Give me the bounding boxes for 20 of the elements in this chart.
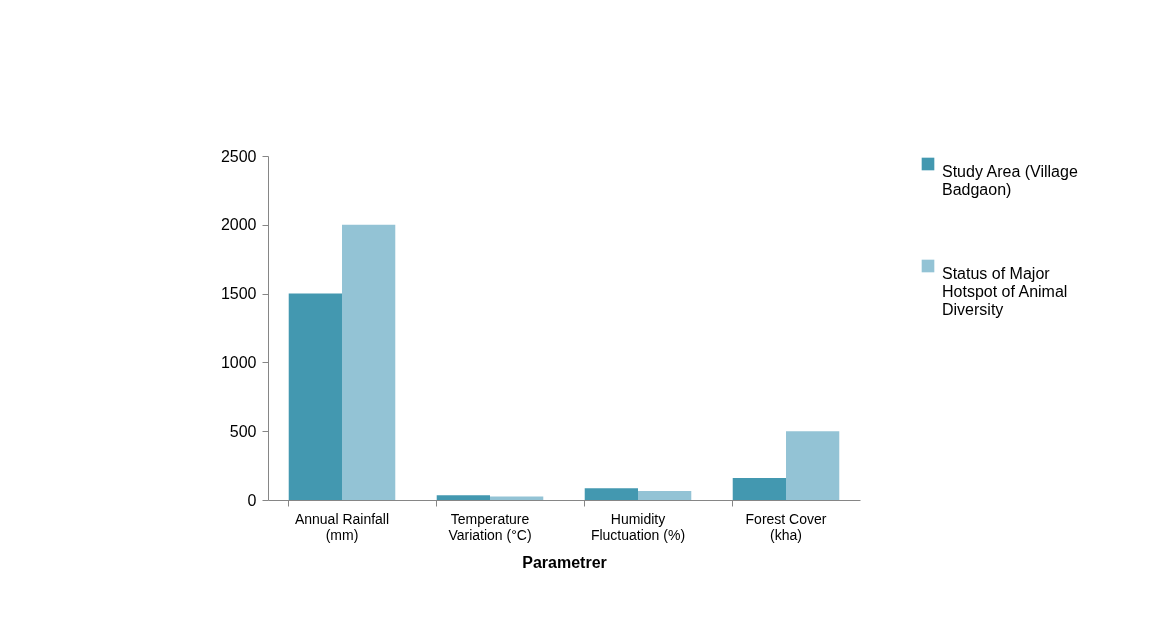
bar <box>732 477 786 500</box>
y-tick-label: 1500 <box>220 285 257 303</box>
bar <box>342 224 396 500</box>
x-tick-label: Temperature Variation (°C) <box>448 510 532 543</box>
bar <box>288 293 342 500</box>
x-tick-label: Humidity Fluctuation (%) <box>590 510 686 543</box>
bar <box>584 488 638 500</box>
legend-label: Study Area (Village Badgaon) <box>942 163 1078 198</box>
y-tick-label: 2500 <box>220 147 257 165</box>
bar <box>638 491 692 500</box>
bar <box>436 495 490 500</box>
bar <box>786 431 840 500</box>
x-axis-title: Parametrer <box>522 553 607 571</box>
y-tick-label: 2000 <box>220 216 257 234</box>
x-tick-label: Forest Cover (kha) <box>745 510 827 543</box>
y-tick-label: 500 <box>229 422 257 440</box>
y-tick-label: 0 <box>247 491 257 509</box>
legend-label: Status of Major Hotspot of Animal Diversity <box>942 265 1068 318</box>
y-tick-label: 1000 <box>220 353 257 371</box>
x-tick-label: Annual Rainfall (mm) <box>294 510 390 543</box>
